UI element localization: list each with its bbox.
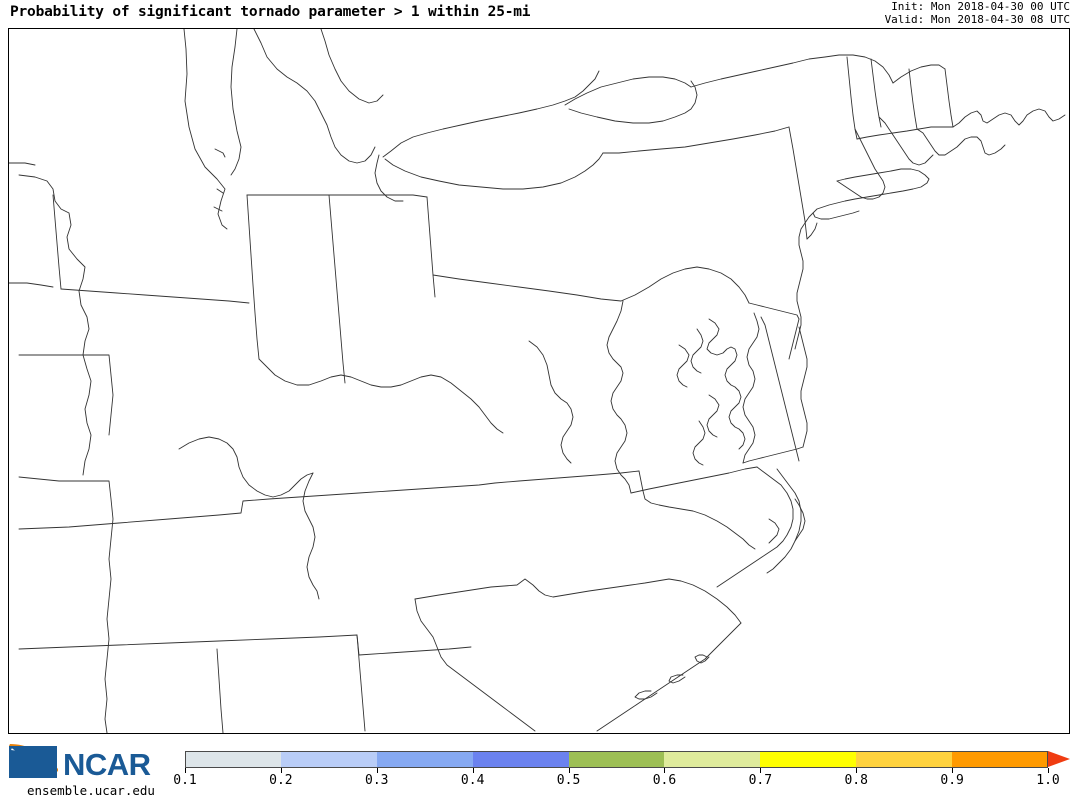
colorbar-segment-6 — [664, 751, 761, 768]
ncar-logo[interactable]: NCAR ensemble.ucar.edu — [5, 742, 175, 798]
ncar-url-label: ensemble.ucar.edu — [27, 783, 155, 798]
state-border-tennessee-south — [18, 634, 472, 656]
colorbar-segments — [185, 751, 1049, 768]
colorbar[interactable]: 0.1 0.2 0.3 0.4 0.5 0.6 0.7 0.8 0.9 1.0 — [173, 751, 1070, 797]
map-panel[interactable] — [8, 28, 1070, 734]
colorbar-tick-label-1.0: 1.0 — [1036, 773, 1060, 788]
colorbar-segment-2 — [280, 751, 377, 768]
lake-huron-outline — [253, 29, 376, 164]
colorbar-tick-label-0.1: 0.1 — [173, 773, 197, 788]
chesapeake-western-shore — [706, 318, 746, 450]
colorbar-tick-0.7 — [760, 768, 762, 773]
colorbar-tick-0.5 — [568, 768, 570, 773]
colorbar-segment-9 — [952, 751, 1049, 768]
colorbar-tick-0.9 — [952, 768, 954, 773]
colorbar-segment-7 — [760, 751, 857, 768]
colorbar-tick-0.6 — [664, 768, 666, 773]
colorbar-tick-0.2 — [280, 768, 282, 773]
state-border-newyork — [690, 54, 894, 88]
ncar-logo-mark — [9, 744, 58, 778]
colorbar-tick-label-0.5: 0.5 — [556, 773, 581, 788]
state-border-delaware — [748, 302, 800, 320]
state-border-virginia — [606, 300, 632, 494]
chesapeake-bay-outline — [742, 312, 760, 464]
colorbar-extend-arrow — [1048, 751, 1070, 767]
state-border-ohio — [246, 194, 428, 198]
lake-ontario-outline — [564, 76, 692, 106]
long-island-outline — [812, 168, 930, 220]
colorbar-segment-3 — [376, 751, 473, 768]
colorbar-tick-label-0.4: 0.4 — [460, 773, 485, 788]
forecast-timestamps: Init: Mon 2018-04-30 00 UTC Valid: Mon 2… — [884, 0, 1070, 26]
ncar-wordmark: NCAR — [63, 747, 151, 782]
state-border-west — [18, 174, 92, 476]
footer-bar: NCAR ensemble.ucar.edu 0.1 0.2 0.3 0.4 0.5 0.… — [0, 736, 1080, 800]
page-title: Probability of significant tornado param… — [10, 4, 531, 20]
colorbar-tick-label-0.6: 0.6 — [652, 773, 677, 788]
coastline-north-carolina — [716, 466, 794, 588]
colorbar-tick-0.4 — [472, 768, 474, 773]
lake-michigan-outline — [183, 29, 228, 230]
colorbar-tick-1.0 — [1048, 768, 1049, 773]
lake-erie-outline — [382, 70, 600, 158]
state-border-georgia — [414, 598, 536, 732]
ohio-river — [258, 358, 504, 434]
state-border-carolinas — [638, 470, 756, 550]
colorbar-segment-8 — [856, 751, 953, 768]
colorbar-tick-0.1 — [185, 768, 186, 773]
colorbar-segment-4 — [472, 751, 569, 768]
colorbar-segment-5 — [568, 751, 665, 768]
colorbar-tick-label-0.3: 0.3 — [365, 773, 389, 788]
map-geography — [9, 29, 1066, 733]
colorbar-segment-1 — [185, 751, 281, 768]
valid-time-label: Valid: Mon 2018-04-30 08 UTC — [884, 12, 1070, 26]
colorbar-tick-label-0.2: 0.2 — [269, 773, 293, 788]
colorbar-tick-0.3 — [376, 768, 378, 773]
coastline-south-carolina — [596, 622, 742, 732]
colorbar-tick-label-0.8: 0.8 — [844, 773, 868, 788]
init-time-label: Init: Mon 2018-04-30 00 UTC — [891, 0, 1070, 13]
coastline-new-england — [952, 108, 1066, 128]
state-border-tennessee-north — [18, 482, 496, 530]
coastline-new-jersey — [794, 212, 814, 350]
colorbar-tick-label-0.7: 0.7 — [748, 773, 773, 788]
state-border-pennsylvania — [602, 126, 790, 154]
colorbar-tick-label-0.9: 0.9 — [940, 773, 964, 788]
colorbar-tick-0.8 — [856, 768, 858, 773]
header-bar: Probability of significant tornado param… — [0, 0, 1080, 28]
